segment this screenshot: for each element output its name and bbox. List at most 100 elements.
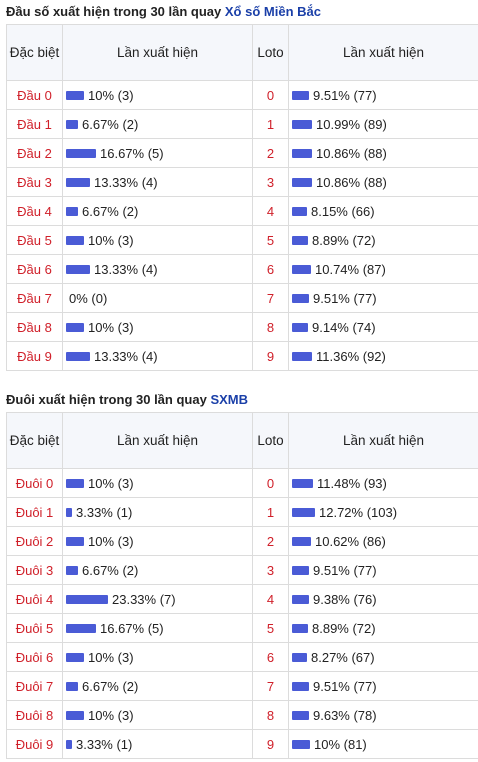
table-row: Đuôi 4 23.33% (7) 4 9.38% (76) bbox=[6, 584, 478, 614]
loto-number[interactable]: 3 bbox=[252, 555, 289, 585]
frequency-cell: 10% (3) bbox=[62, 80, 253, 110]
loto-frequency-cell: 11.36% (92) bbox=[288, 341, 478, 371]
loto-number[interactable]: 4 bbox=[252, 196, 289, 226]
frequency-bar bbox=[66, 149, 96, 159]
loto-number[interactable]: 4 bbox=[252, 584, 289, 614]
loto-number[interactable]: 9 bbox=[252, 341, 289, 371]
loto-frequency-value: 12.72% (103) bbox=[319, 505, 398, 521]
frequency-value: 10% (3) bbox=[88, 320, 134, 336]
frequency-bar bbox=[66, 682, 78, 692]
loto-frequency-value: 10.74% (87) bbox=[315, 262, 386, 278]
frequency-bar bbox=[66, 595, 108, 605]
duoi-header-row: Đặc biệt Lần xuất hiện Loto Lần xuất hiệ… bbox=[6, 412, 478, 469]
row-name[interactable]: Đuôi 0 bbox=[6, 468, 63, 498]
row-name[interactable]: Đuôi 4 bbox=[6, 584, 63, 614]
frequency-value: 3.33% (1) bbox=[76, 737, 133, 753]
row-name[interactable]: Đầu 0 bbox=[6, 80, 63, 110]
loto-frequency-bar bbox=[292, 624, 308, 634]
frequency-bar bbox=[66, 323, 84, 333]
loto-frequency-cell: 8.89% (72) bbox=[288, 225, 478, 255]
loto-number[interactable]: 9 bbox=[252, 729, 289, 759]
loto-frequency-value: 10% (81) bbox=[314, 737, 367, 753]
row-name[interactable]: Đầu 2 bbox=[6, 138, 63, 168]
frequency-value: 10% (3) bbox=[88, 708, 134, 724]
loto-number[interactable]: 6 bbox=[252, 254, 289, 284]
row-name[interactable]: Đuôi 5 bbox=[6, 613, 63, 643]
frequency-bar bbox=[66, 120, 78, 130]
loto-number[interactable]: 2 bbox=[252, 138, 289, 168]
loto-frequency-value: 9.63% (78) bbox=[313, 708, 377, 724]
dau-section-title: Đầu số xuất hiện trong 30 lần quay Xổ số… bbox=[6, 0, 478, 24]
table-row: Đầu 3 13.33% (4) 3 10.86% (88) bbox=[6, 167, 478, 197]
loto-frequency-bar bbox=[292, 595, 309, 605]
dau-title-link[interactable]: Xổ số Miền Bắc bbox=[224, 4, 321, 19]
loto-number[interactable]: 3 bbox=[252, 167, 289, 197]
frequency-cell: 6.67% (2) bbox=[62, 109, 253, 139]
loto-frequency-cell: 9.14% (74) bbox=[288, 312, 478, 342]
row-name[interactable]: Đầu 6 bbox=[6, 254, 63, 284]
row-name[interactable]: Đầu 5 bbox=[6, 225, 63, 255]
loto-number[interactable]: 5 bbox=[252, 613, 289, 643]
header-frequency: Lần xuất hiện bbox=[62, 412, 253, 469]
table-row: Đầu 8 10% (3) 8 9.14% (74) bbox=[6, 312, 478, 342]
row-name[interactable]: Đầu 1 bbox=[6, 109, 63, 139]
row-name[interactable]: Đầu 7 bbox=[6, 283, 63, 313]
loto-frequency-value: 10.86% (88) bbox=[316, 146, 387, 162]
row-name[interactable]: Đuôi 9 bbox=[6, 729, 63, 759]
loto-frequency-value: 10.99% (89) bbox=[316, 117, 387, 133]
frequency-bar bbox=[66, 265, 90, 275]
frequency-cell: 23.33% (7) bbox=[62, 584, 253, 614]
loto-number[interactable]: 8 bbox=[252, 312, 289, 342]
row-name[interactable]: Đầu 8 bbox=[6, 312, 63, 342]
row-name[interactable]: Đầu 4 bbox=[6, 196, 63, 226]
row-name[interactable]: Đuôi 6 bbox=[6, 642, 63, 672]
frequency-cell: 0% (0) bbox=[62, 283, 253, 313]
dau-header-row: Đặc biệt Lần xuất hiện Loto Lần xuất hiệ… bbox=[6, 24, 478, 81]
frequency-cell: 10% (3) bbox=[62, 225, 253, 255]
loto-frequency-bar bbox=[292, 740, 310, 750]
loto-number[interactable]: 1 bbox=[252, 109, 289, 139]
table-row: Đuôi 7 6.67% (2) 7 9.51% (77) bbox=[6, 671, 478, 701]
row-name[interactable]: Đuôi 8 bbox=[6, 700, 63, 730]
row-name[interactable]: Đầu 3 bbox=[6, 167, 63, 197]
loto-frequency-bar bbox=[292, 711, 309, 721]
frequency-cell: 10% (3) bbox=[62, 700, 253, 730]
table-row: Đuôi 2 10% (3) 2 10.62% (86) bbox=[6, 526, 478, 556]
frequency-bar bbox=[66, 508, 72, 518]
loto-frequency-value: 8.89% (72) bbox=[312, 233, 376, 249]
row-name[interactable]: Đuôi 1 bbox=[6, 497, 63, 527]
loto-number[interactable]: 1 bbox=[252, 497, 289, 527]
table-row: Đuôi 5 16.67% (5) 5 8.89% (72) bbox=[6, 613, 478, 643]
loto-number[interactable]: 2 bbox=[252, 526, 289, 556]
loto-frequency-bar bbox=[292, 352, 312, 362]
row-name[interactable]: Đuôi 2 bbox=[6, 526, 63, 556]
loto-frequency-value: 10.86% (88) bbox=[316, 175, 387, 191]
loto-number[interactable]: 8 bbox=[252, 700, 289, 730]
table-row: Đầu 5 10% (3) 5 8.89% (72) bbox=[6, 225, 478, 255]
loto-frequency-cell: 8.89% (72) bbox=[288, 613, 478, 643]
loto-number[interactable]: 7 bbox=[252, 671, 289, 701]
loto-frequency-bar bbox=[292, 236, 308, 246]
duoi-title-link[interactable]: SXMB bbox=[210, 392, 248, 407]
frequency-value: 10% (3) bbox=[88, 534, 134, 550]
loto-number[interactable]: 5 bbox=[252, 225, 289, 255]
row-name[interactable]: Đầu 9 bbox=[6, 341, 63, 371]
loto-number[interactable]: 0 bbox=[252, 80, 289, 110]
loto-frequency-cell: 9.51% (77) bbox=[288, 283, 478, 313]
frequency-value: 10% (3) bbox=[88, 233, 134, 249]
row-name[interactable]: Đuôi 7 bbox=[6, 671, 63, 701]
loto-number[interactable]: 7 bbox=[252, 283, 289, 313]
table-row: Đầu 9 13.33% (4) 9 11.36% (92) bbox=[6, 341, 478, 371]
row-name[interactable]: Đuôi 3 bbox=[6, 555, 63, 585]
frequency-cell: 16.67% (5) bbox=[62, 138, 253, 168]
loto-frequency-cell: 12.72% (103) bbox=[288, 497, 478, 527]
loto-number[interactable]: 6 bbox=[252, 642, 289, 672]
loto-frequency-cell: 8.27% (67) bbox=[288, 642, 478, 672]
frequency-value: 16.67% (5) bbox=[100, 146, 164, 162]
loto-frequency-bar bbox=[292, 653, 307, 663]
frequency-value: 6.67% (2) bbox=[82, 117, 139, 133]
frequency-bar bbox=[66, 537, 84, 547]
loto-frequency-bar bbox=[292, 207, 307, 217]
frequency-value: 13.33% (4) bbox=[94, 175, 158, 191]
loto-number[interactable]: 0 bbox=[252, 468, 289, 498]
